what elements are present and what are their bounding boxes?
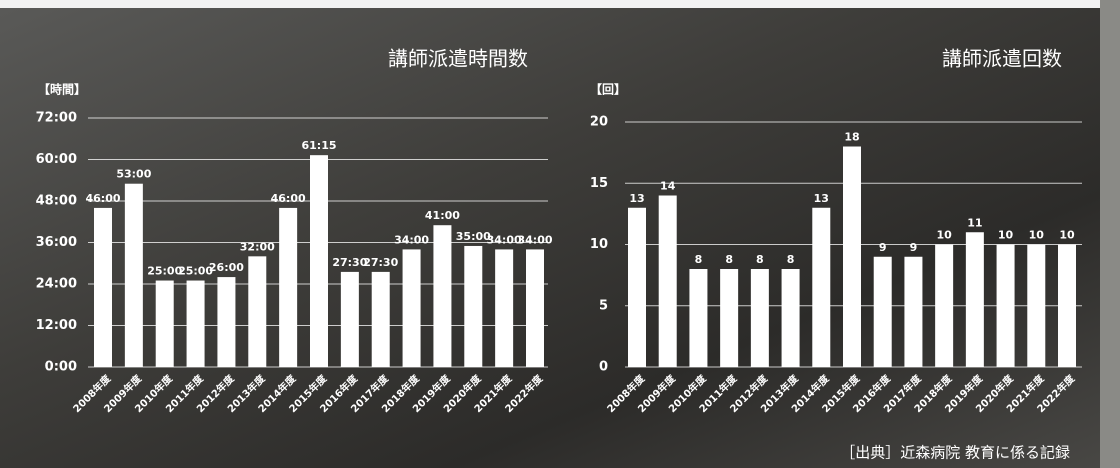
- bar: [965, 232, 984, 367]
- bar: [94, 207, 112, 367]
- y-axis-label: 【時間】: [38, 82, 86, 97]
- bar: [402, 249, 421, 367]
- value-label: 35:00: [456, 230, 491, 243]
- y-tick-label: 20: [590, 115, 608, 130]
- value-label: 10: [936, 229, 952, 242]
- bar: [689, 269, 708, 367]
- source-note: ［出典］近森病院 教育に係る記録: [840, 444, 1070, 462]
- value-label: 10: [1059, 229, 1075, 242]
- bar: [720, 269, 739, 367]
- bar: [628, 207, 646, 367]
- value-label: 13: [814, 192, 829, 205]
- value-label: 25:00: [147, 265, 182, 278]
- y-tick-label: 10: [590, 237, 608, 252]
- value-label: 11: [967, 216, 982, 229]
- y-tick-label: 24:00: [36, 277, 77, 292]
- value-label: 27:30: [332, 256, 367, 269]
- bar: [750, 269, 769, 367]
- y-tick-label: 15: [590, 176, 608, 191]
- y-tick-label: 0:00: [45, 360, 77, 375]
- value-label: 34:00: [394, 233, 429, 246]
- value-label: 10: [998, 229, 1014, 242]
- value-label: 46:00: [85, 192, 120, 205]
- bar: [464, 245, 483, 367]
- value-label: 10: [1029, 229, 1045, 242]
- bar: [310, 155, 328, 367]
- bar: [1027, 244, 1046, 367]
- chart-title: 講師派遣時間数: [388, 47, 528, 71]
- bar: [1058, 244, 1076, 367]
- y-tick-label: 0: [599, 360, 608, 375]
- bar: [996, 244, 1015, 367]
- bar: [904, 256, 923, 367]
- bar: [873, 256, 892, 367]
- y-axis-label: 【回】: [590, 82, 626, 97]
- bar: [781, 269, 800, 367]
- bar: [526, 249, 544, 367]
- value-label: 26:00: [209, 261, 244, 274]
- y-tick-label: 72:00: [36, 111, 77, 126]
- value-label: 34:00: [517, 233, 552, 246]
- value-label: 8: [695, 253, 703, 266]
- bar: [340, 271, 359, 367]
- bar: [433, 225, 452, 367]
- value-label: 61:15: [301, 139, 336, 152]
- bar: [248, 256, 267, 367]
- chart-title: 講師派遣回数: [942, 47, 1062, 71]
- value-label: 8: [725, 253, 733, 266]
- value-label: 34:00: [487, 233, 522, 246]
- value-label: 41:00: [425, 209, 460, 222]
- right-wall: [1100, 0, 1120, 468]
- y-tick-label: 5: [599, 298, 608, 313]
- y-tick-label: 36:00: [36, 235, 77, 250]
- value-label: 13: [629, 192, 644, 205]
- value-label: 8: [756, 253, 764, 266]
- y-tick-label: 12:00: [36, 318, 77, 333]
- bar: [186, 280, 205, 367]
- value-label: 8: [787, 253, 795, 266]
- top-strip: [0, 0, 1120, 8]
- value-label: 9: [879, 241, 887, 254]
- bar: [935, 244, 954, 367]
- value-label: 14: [660, 180, 676, 193]
- bar: [495, 249, 514, 367]
- value-label: 46:00: [271, 192, 306, 205]
- bar: [124, 183, 143, 367]
- bar: [155, 280, 174, 367]
- bar: [371, 271, 390, 367]
- y-tick-label: 48:00: [36, 194, 77, 209]
- bar: [812, 207, 831, 367]
- bar: [217, 277, 236, 367]
- value-label: 18: [844, 131, 859, 144]
- bar: [658, 195, 677, 367]
- y-tick-label: 60:00: [36, 152, 77, 167]
- value-label: 9: [910, 241, 918, 254]
- value-label: 32:00: [240, 240, 275, 253]
- value-label: 25:00: [178, 265, 213, 278]
- bar: [279, 207, 298, 367]
- value-label: 27:30: [363, 256, 398, 269]
- value-label: 53:00: [116, 168, 151, 181]
- bar: [843, 146, 861, 367]
